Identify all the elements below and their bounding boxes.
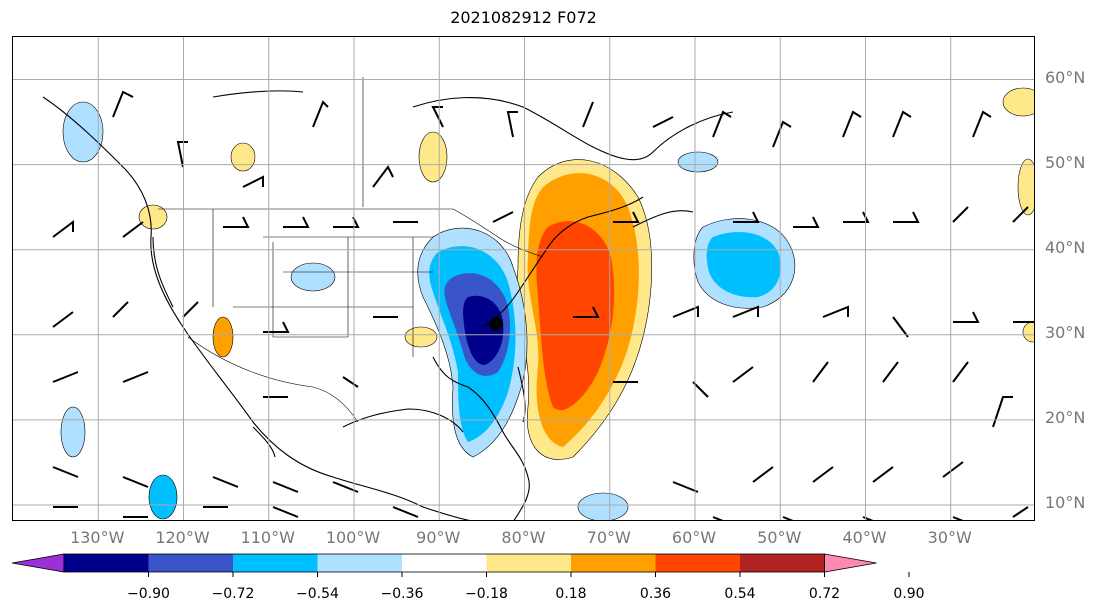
colorbar-tick-label: −0.18	[465, 586, 508, 602]
patch-14	[418, 131, 448, 183]
lat-label: 50°N	[1045, 152, 1086, 172]
lat-label: 30°N	[1045, 322, 1086, 342]
coastlines	[42, 90, 734, 520]
patch-4	[1002, 87, 1034, 117]
colorbar-tick-label: −0.36	[380, 586, 424, 602]
lon-label: 40°W	[842, 528, 887, 547]
patch-6	[62, 101, 104, 163]
lon-label: 80°W	[501, 528, 546, 547]
colorbar-segment	[233, 554, 318, 572]
colorbar-segment	[64, 554, 149, 572]
lon-label: 110°W	[240, 528, 295, 547]
warm-field-strong	[536, 221, 615, 411]
lat-label: 60°N	[1045, 67, 1086, 87]
colorbar-segment	[486, 554, 571, 572]
map-title: 2021082912 F072	[450, 8, 597, 27]
patch-1	[148, 474, 178, 520]
patch-2	[60, 406, 86, 458]
lat-label: 40°N	[1045, 237, 1086, 257]
patch-9	[290, 262, 336, 292]
colorbar-segment	[655, 554, 740, 572]
patch-8	[212, 316, 234, 358]
colorbar-tick-label: 0.36	[639, 586, 672, 602]
grid-lines	[13, 37, 1034, 520]
colorbar-segment	[148, 554, 233, 572]
patch-7	[138, 204, 168, 230]
atlantic-cold-mid	[706, 232, 781, 298]
political-borders	[158, 77, 544, 423]
colorbar-tick-label: 0.54	[724, 586, 756, 602]
colorbar-tick-label: 0.72	[808, 586, 841, 602]
lon-label: 130°W	[70, 528, 125, 547]
shaded-fields	[60, 87, 1034, 520]
colorbar-extend-high	[824, 553, 877, 573]
patch-5	[1017, 158, 1034, 216]
colorbar-segment	[571, 554, 656, 572]
colorbar-frame	[63, 553, 825, 573]
colorbar-tick-label: −0.54	[296, 586, 339, 602]
colorbar-segment	[740, 554, 825, 572]
patch-10	[404, 326, 438, 348]
lon-label: 100°W	[325, 528, 381, 547]
colorbar-tick-label: 0.90	[893, 586, 925, 602]
lon-label: 30°W	[927, 528, 972, 547]
storm-center-marker	[489, 317, 503, 331]
colorbar	[11, 553, 910, 577]
map-panel	[12, 36, 1035, 521]
patch-11	[577, 492, 629, 520]
colorbar-extend-low	[11, 553, 65, 573]
colorbar-tick-label: −0.72	[211, 586, 255, 602]
colorbar-tick-label: −0.90	[127, 586, 170, 602]
lon-label: 60°W	[671, 528, 717, 547]
colorbar-tick-label: 0.18	[555, 586, 587, 602]
colorbar-segment	[317, 554, 402, 572]
lon-label: 70°W	[586, 528, 631, 547]
wind-barbs	[52, 90, 1034, 520]
lon-label: 90°W	[416, 528, 461, 547]
lat-label: 20°N	[1045, 407, 1086, 427]
lon-label: 50°W	[757, 528, 802, 547]
patch-12	[1022, 321, 1034, 343]
patch-3	[230, 142, 256, 172]
lon-label: 120°W	[155, 528, 210, 547]
map-canvas	[13, 37, 1034, 520]
lat-label: 10°N	[1045, 492, 1086, 512]
colorbar-segment	[402, 554, 487, 572]
cold-field-navy	[463, 295, 504, 365]
patch-13	[677, 151, 719, 173]
